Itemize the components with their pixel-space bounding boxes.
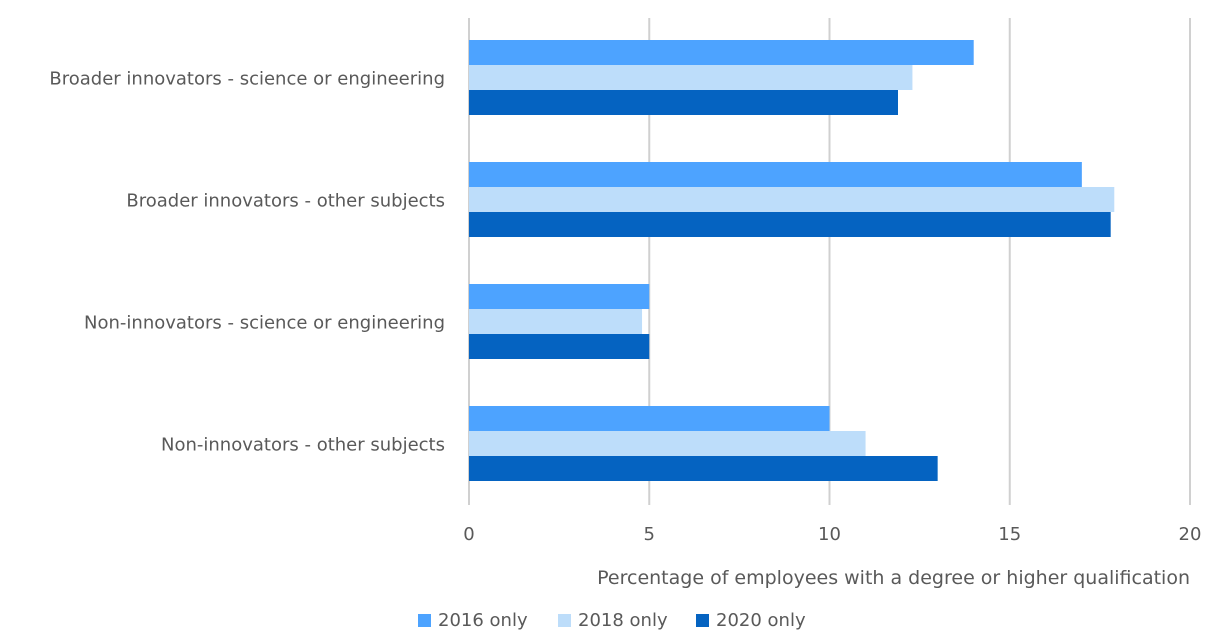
category-labels: Broader innovators - science or engineer… [49, 69, 445, 456]
bar [469, 284, 650, 309]
legend-label: 2020 only [716, 610, 806, 631]
category-label: Broader innovators - other subjects [126, 191, 445, 212]
legend-label: 2018 only [578, 610, 668, 631]
bar [469, 456, 938, 481]
bar [469, 406, 830, 431]
bar [469, 309, 643, 334]
x-axis-title: Percentage of employees with a degree or… [597, 567, 1190, 589]
x-tick-label: 5 [644, 524, 655, 545]
bar [469, 431, 866, 456]
legend: 2016 only 2018 only 2020 only [418, 610, 806, 631]
x-tick-label: 20 [1179, 524, 1202, 545]
bar [469, 65, 913, 90]
bar [469, 187, 1115, 212]
legend-label: 2016 only [438, 610, 528, 631]
category-label: Non-innovators - other subjects [161, 435, 445, 456]
legend-swatch [558, 614, 571, 627]
x-tick-label: 0 [463, 524, 474, 545]
x-tick-label: 15 [998, 524, 1021, 545]
x-tick-labels: 0 5 10 15 20 [463, 524, 1201, 545]
bar [469, 212, 1111, 237]
bar [469, 334, 650, 359]
category-label: Non-innovators - science or engineering [84, 313, 445, 334]
category-label: Broader innovators - science or engineer… [49, 69, 445, 90]
bar [469, 40, 974, 65]
x-tick-label: 10 [818, 524, 841, 545]
bar [469, 90, 898, 115]
legend-swatch [418, 614, 431, 627]
bar [469, 162, 1082, 187]
legend-swatch [696, 614, 709, 627]
bars [469, 40, 1115, 481]
